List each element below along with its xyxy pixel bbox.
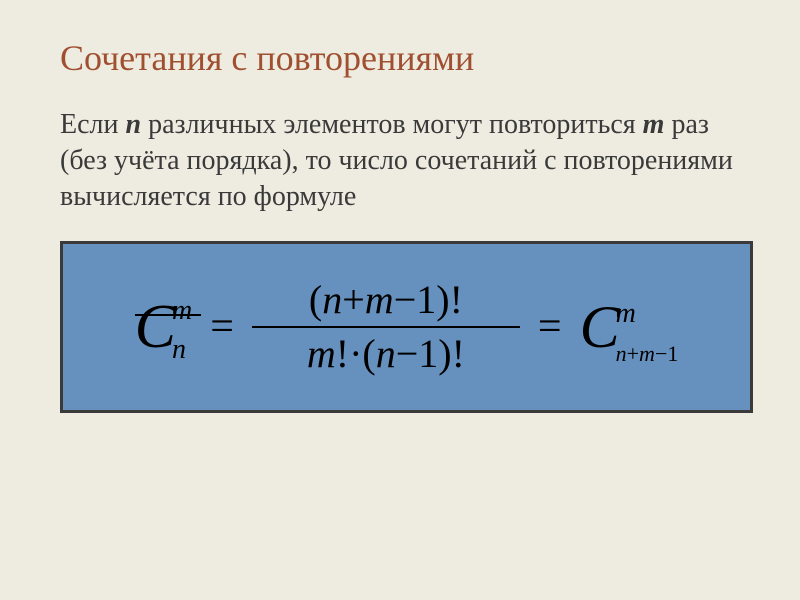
num-m: m: [365, 277, 394, 322]
fraction-line: [252, 326, 520, 329]
den-open: (: [362, 331, 375, 376]
rhs-sub-one: 1: [667, 341, 678, 366]
num-minus: −: [394, 277, 417, 322]
rhs-sub-n: n: [616, 341, 627, 366]
den-close: )!: [438, 331, 465, 376]
formula-lhs: C m n: [135, 296, 193, 358]
rhs-sub: n+m−1: [616, 344, 679, 365]
den-one: 1: [418, 331, 438, 376]
formula-rhs: C m n+m−1: [580, 297, 679, 357]
lhs-sup: m: [172, 298, 192, 325]
num-one: 1: [416, 277, 436, 322]
equals-1: =: [210, 303, 234, 351]
formula-fraction: (n+m−1)! m!·(n−1)!: [252, 280, 520, 375]
slide-title: Сочетания с повторениями: [60, 38, 752, 79]
lhs-scripts: m n: [172, 304, 192, 357]
den-m: m: [307, 331, 336, 376]
num-plus: +: [342, 277, 365, 322]
rhs-sub-m: m: [639, 341, 655, 366]
num-open: (: [309, 277, 322, 322]
equals-2: =: [538, 303, 562, 351]
den-fact: !·: [336, 331, 363, 376]
num-close: )!: [436, 277, 463, 322]
fraction-numerator: (n+m−1)!: [309, 280, 463, 320]
den-n: n: [376, 331, 396, 376]
body-var-m: m: [643, 109, 665, 140]
rhs-scripts: m n+m−1: [616, 309, 679, 356]
body-seg2: различных элементов могут повториться: [141, 109, 643, 140]
den-minus: −: [396, 331, 419, 376]
num-n: n: [322, 277, 342, 322]
rhs-sub-minus: −: [655, 341, 667, 366]
lhs-C: C: [135, 296, 176, 358]
slide: Сочетания с повторениями Если n различны…: [0, 0, 800, 600]
lhs-sub: n: [172, 337, 192, 364]
body-var-n: n: [126, 109, 142, 140]
body-text: Если n различных элементов могут повтори…: [60, 107, 740, 214]
rhs-sup: m: [616, 301, 679, 328]
body-seg1: Если: [60, 109, 126, 140]
rhs-C: C: [580, 297, 620, 357]
fraction-denominator: m!·(n−1)!: [307, 334, 465, 374]
rhs-sub-plus: +: [627, 341, 639, 366]
formula-box: C m n = (n+m−1)! m!·(n−1)! = C m n+m−1: [60, 241, 753, 413]
